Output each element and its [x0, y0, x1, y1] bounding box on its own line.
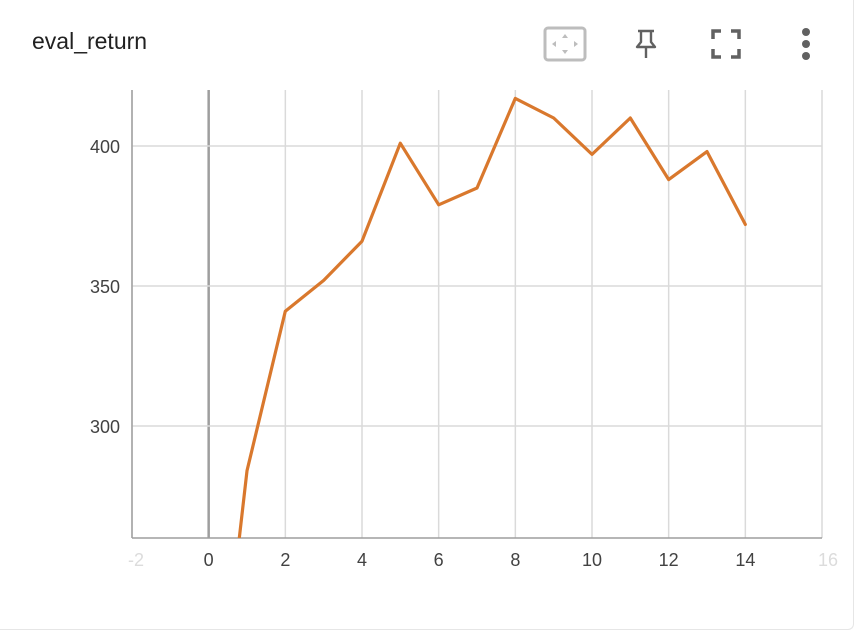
y-tick-label: 350 — [90, 277, 120, 297]
x-tick-label: -2 — [128, 550, 144, 570]
x-tick-label: 0 — [204, 550, 214, 570]
pin-button[interactable] — [624, 24, 668, 64]
fit-domain-button[interactable] — [543, 24, 587, 64]
x-tick-label: 10 — [582, 550, 602, 570]
x-tick-label: 12 — [659, 550, 679, 570]
fullscreen-icon — [711, 29, 741, 59]
x-tick-label: 14 — [735, 550, 755, 570]
x-tick-label: 16 — [818, 550, 838, 570]
x-tick-label: 8 — [510, 550, 520, 570]
fullscreen-button[interactable] — [704, 24, 748, 64]
series-line — [237, 96, 747, 538]
y-tick-label: 400 — [90, 137, 120, 157]
y-tick-label: 300 — [90, 417, 120, 437]
x-tick-label: 2 — [280, 550, 290, 570]
x-tick-label: 4 — [357, 550, 367, 570]
chart-title: eval_return — [32, 28, 148, 54]
more-options-button[interactable] — [784, 24, 828, 64]
pin-icon — [635, 29, 657, 58]
more-vert-icon — [802, 28, 810, 60]
x-tick-label: 6 — [434, 550, 444, 570]
fit-domain-icon — [543, 26, 587, 62]
